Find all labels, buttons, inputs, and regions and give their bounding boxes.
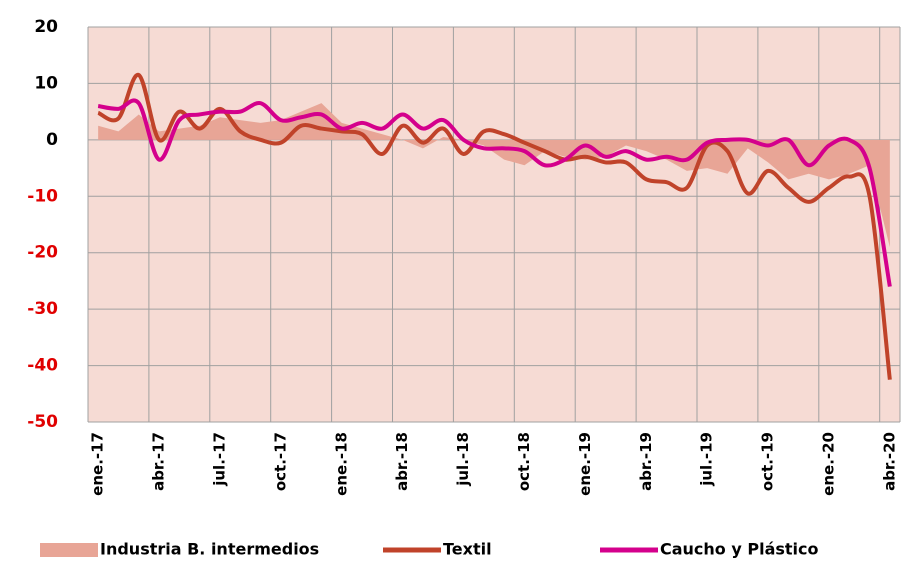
y-tick-label: -30 xyxy=(27,299,58,319)
x-tick-label: oct.-17 xyxy=(271,432,289,491)
x-tick-label: oct.-19 xyxy=(759,432,777,491)
legend-label: Textil xyxy=(443,540,492,559)
line xyxy=(97,72,892,380)
legend-item: Caucho y Plástico xyxy=(600,540,819,559)
y-tick-label: -50 xyxy=(27,412,58,432)
x-tick-label: abr.-17 xyxy=(150,432,168,491)
y-tick-label: 10 xyxy=(34,73,58,93)
x-tick-label: ene.-17 xyxy=(89,432,107,496)
x-tick-label: ene.-20 xyxy=(819,432,837,496)
y-tick-label: 20 xyxy=(34,17,58,37)
y-tick-label: 0 xyxy=(46,130,58,150)
y-tick-label: -40 xyxy=(27,356,58,376)
legend-item: Industria B. intermedios xyxy=(40,540,319,559)
x-tick-label: ene.-19 xyxy=(576,432,594,496)
x-tick-label: oct.-18 xyxy=(515,432,533,491)
x-tick-label: ene.-18 xyxy=(332,432,350,496)
legend-swatch xyxy=(40,543,98,557)
x-tick-label: jul.-17 xyxy=(210,432,228,487)
x-tick-label: jul.-19 xyxy=(698,432,716,487)
x-tick-label: abr.-20 xyxy=(880,432,898,491)
legend-label: Industria B. intermedios xyxy=(100,540,319,559)
line xyxy=(97,98,892,287)
x-tick-label: jul.-18 xyxy=(454,432,472,487)
y-tick-label: -20 xyxy=(27,243,58,263)
y-tick-label: -10 xyxy=(27,186,58,206)
x-tick-label: abr.-18 xyxy=(393,432,411,491)
plot-area xyxy=(88,27,900,422)
x-tick-label: abr.-19 xyxy=(637,432,655,491)
legend-label: Caucho y Plástico xyxy=(660,540,819,559)
legend-item: Textil xyxy=(383,540,492,559)
area xyxy=(98,103,890,248)
